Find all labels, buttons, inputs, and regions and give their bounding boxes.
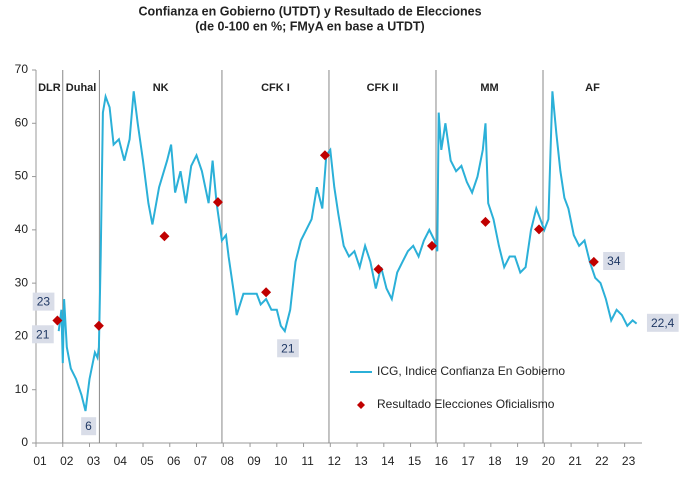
value-label-box bbox=[32, 292, 55, 311]
y-tick-label: 70 bbox=[15, 62, 29, 76]
x-tick-label: 12 bbox=[328, 454, 342, 468]
value-label-box bbox=[81, 417, 97, 436]
x-tick-label: 14 bbox=[381, 454, 395, 468]
legend-label: ICG, Indice Confianza En Gobierno bbox=[377, 364, 565, 378]
x-tick-label: 23 bbox=[622, 454, 636, 468]
chart-title: Confianza en Gobierno (UTDT) y Resultado… bbox=[138, 4, 481, 18]
x-tick-label: 01 bbox=[33, 454, 47, 468]
data-point bbox=[159, 231, 170, 242]
data-line bbox=[57, 91, 638, 412]
value-label-box bbox=[32, 325, 54, 344]
x-tick-label: 04 bbox=[114, 454, 128, 468]
period-label: NK bbox=[153, 82, 169, 94]
data-point bbox=[212, 197, 223, 208]
value-label: 22,4 bbox=[651, 316, 675, 330]
data-point bbox=[426, 240, 437, 251]
x-tick-label: 16 bbox=[435, 454, 449, 468]
legend-swatch bbox=[357, 401, 365, 409]
x-tick-label: 07 bbox=[194, 454, 208, 468]
x-tick-label: 19 bbox=[515, 454, 529, 468]
period-label: Duhal bbox=[66, 82, 97, 94]
y-tick-label: 40 bbox=[15, 222, 29, 236]
x-tick-label: 06 bbox=[167, 454, 181, 468]
data-point bbox=[93, 320, 104, 331]
data-point bbox=[533, 224, 544, 235]
y-tick-label: 30 bbox=[15, 275, 29, 289]
period-label: DLR bbox=[38, 82, 61, 94]
value-label: 23 bbox=[37, 295, 51, 309]
data-point bbox=[319, 150, 330, 161]
x-tick-label: 13 bbox=[354, 454, 368, 468]
value-label: 34 bbox=[607, 254, 621, 268]
y-tick-label: 60 bbox=[15, 115, 29, 129]
y-tick-label: 0 bbox=[21, 435, 28, 449]
x-tick-label: 22 bbox=[595, 454, 609, 468]
x-tick-label: 21 bbox=[568, 454, 582, 468]
chart-subtitle: (de 0-100 en %; FMyA en base a UTDT) bbox=[195, 19, 424, 33]
data-point bbox=[52, 315, 63, 326]
x-tick-label: 20 bbox=[542, 454, 556, 468]
x-tick-label: 03 bbox=[87, 454, 101, 468]
period-label: AF bbox=[585, 82, 600, 94]
y-tick-label: 50 bbox=[15, 169, 29, 183]
value-label-box bbox=[646, 313, 679, 332]
x-tick-label: 11 bbox=[301, 454, 314, 468]
x-tick-label: 15 bbox=[408, 454, 422, 468]
data-point bbox=[261, 287, 272, 298]
legend-label: Resultado Elecciones Oficialismo bbox=[377, 397, 555, 411]
x-tick-label: 05 bbox=[140, 454, 154, 468]
x-tick-label: 17 bbox=[461, 454, 475, 468]
period-label: MM bbox=[480, 82, 498, 94]
x-tick-label: 10 bbox=[274, 454, 288, 468]
value-label: 6 bbox=[85, 419, 92, 433]
value-label-box bbox=[603, 252, 625, 271]
period-label: CFK II bbox=[367, 82, 399, 94]
value-label: 21 bbox=[281, 341, 295, 355]
x-tick-label: 08 bbox=[221, 454, 235, 468]
x-tick-label: 02 bbox=[60, 454, 74, 468]
data-point bbox=[588, 256, 599, 267]
data-point bbox=[373, 264, 384, 275]
period-label: CFK I bbox=[261, 82, 290, 94]
y-tick-label: 20 bbox=[15, 329, 29, 343]
data-point bbox=[480, 216, 491, 227]
y-tick-label: 10 bbox=[15, 382, 29, 396]
x-tick-label: 18 bbox=[488, 454, 502, 468]
x-tick-label: 09 bbox=[247, 454, 261, 468]
value-label: 21 bbox=[36, 327, 50, 341]
value-label-box bbox=[277, 339, 299, 358]
